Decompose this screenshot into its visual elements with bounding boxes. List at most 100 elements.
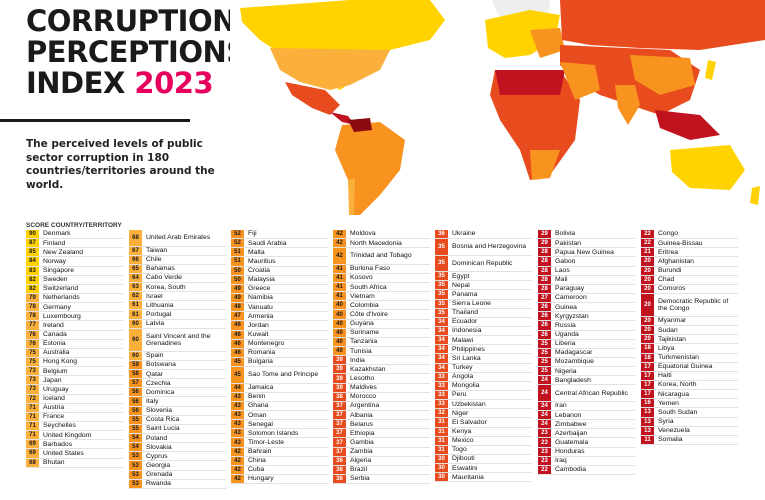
score-cell: 54 [129,443,142,452]
country-name: United Arab Emirates [146,234,211,242]
country-row: 67 Taiwan [129,246,226,256]
country-row: 69 United States [26,449,123,459]
score-cell: 42 [333,230,346,239]
score-cell: 20 [641,284,654,293]
country-name: Bulgaria [248,358,273,366]
score-cell: 43 [231,411,244,420]
country-row: 36 Ukraine [435,230,532,240]
country-name: Mali [555,276,568,284]
country-name: Portugal [146,310,172,318]
score-cell: 44 [231,383,244,392]
score-cell: 39 [333,374,346,383]
country-row: 40 Tunisia [333,347,430,357]
score-cell: 43 [231,420,244,429]
country-row: 35 Dominican Republic [435,255,532,273]
country-name: Greece [248,285,271,293]
country-row: 45 Sao Tome and Principe [231,367,328,384]
country-name: Kenya [452,428,472,435]
country-row: 82 Sweden [26,275,123,285]
country-row: 18 Libya [641,344,738,354]
score-cell: 41 [333,292,346,301]
country-name: Cyprus [146,452,168,460]
score-cell: 13 [641,426,654,435]
score-cell: 40 [333,319,346,328]
country-name: Bosnia and Herzegovina [452,243,527,251]
country-row: 50 Malaysia [231,275,328,285]
score-cell: 53 [129,452,142,461]
score-cell: 32 [435,409,448,418]
country-name: Austria [43,404,65,412]
venezuela-shape [348,118,372,132]
score-cell: 30 [435,464,448,473]
country-row: 84 Norway [26,257,123,267]
country-name: Namibia [248,294,273,302]
country-name: Sri Lanka [452,354,481,362]
country-row: 28 Mali [538,275,635,285]
score-cell: 20 [641,293,654,316]
score-cell: 36 [333,465,346,475]
country-row: 23 Honduras [538,447,635,457]
country-name: Moldova [350,230,376,238]
southeast-asia-shape [655,110,720,140]
score-cell: 29 [538,239,551,248]
score-cell: 69 [26,449,39,458]
score-cell: 42 [231,465,244,475]
score-cell: 33 [435,400,448,409]
country-name: Slovakia [146,443,172,451]
country-row: 18 Turkmenistan [641,353,738,363]
country-name: Lithuania [146,301,174,309]
score-cell: 76 [26,330,39,339]
score-cell: 52 [231,230,244,239]
north-africa-shape [495,70,565,95]
country-row: 60 Spain [129,351,226,361]
score-cell: 78 [26,312,39,321]
score-cell: 40 [333,337,346,347]
country-row: 31 Kenya [435,427,532,437]
country-name: Sierra Leone [452,300,491,308]
score-cell: 53 [129,470,142,479]
country-name: Gabon [555,257,576,265]
country-name: Korea, North [658,381,697,389]
country-name: Liberia [555,340,576,348]
country-row: 72 Iceland [26,394,123,404]
score-cell: 41 [333,283,346,292]
score-cell: 40 [333,347,346,356]
country-name: Jordan [248,321,269,329]
usa-shape [270,48,390,90]
north-america-shape [240,0,445,90]
country-name: Ukraine [452,230,476,238]
score-column-3: 52 Fiji 52 Saudi Arabia 51 Malta 51 Mauritius 50… [231,230,328,485]
title-line-1: CORRUPTION [26,4,236,38]
score-column-7: 22 Congo 22 Guinea-Bissau 21 Eritrea 20 Afghani… [641,230,738,445]
score-cell: 85 [26,248,39,257]
score-cell: 35 [435,272,448,281]
country-row: 17 Nicaragua [641,390,738,400]
country-row: 30 Djibouti [435,454,532,465]
country-row: 75 Hong Kong [26,357,123,368]
country-row: 46 Montenegro [231,339,328,349]
score-cell: 61 [129,310,142,319]
country-row: 40 Tanzania [333,337,430,348]
country-row: 20 Myanmar [641,316,738,327]
uruguay-chile-shape [348,178,355,215]
country-row: 43 Timor-Leste [231,438,328,448]
country-name: Chad [658,276,675,284]
score-cell: 23 [538,456,551,465]
country-name: Romania [248,349,276,357]
country-name: India [350,356,365,364]
country-name: Turkey [452,364,473,372]
country-name: Cameroon [555,294,587,302]
country-name: Poland [146,434,168,442]
score-cell: 33 [435,381,448,390]
country-row: 21 Eritrea [641,248,738,258]
country-row: 20 Burundi [641,266,738,276]
country-name: Barbados [43,440,73,448]
country-name: Ecuador [452,318,478,326]
country-row: 27 Cameroon [538,293,635,304]
score-cell: 90 [26,230,39,239]
country-row: 65 Bahamas [129,264,226,274]
country-name: Côte d'Ivoire [350,310,388,318]
score-column-5: 36 Ukraine 35 Bosnia and Herzegovina 35 Domin… [435,230,532,483]
score-cell: 60 [129,351,142,360]
country-row: 43 Ghana [231,401,328,412]
